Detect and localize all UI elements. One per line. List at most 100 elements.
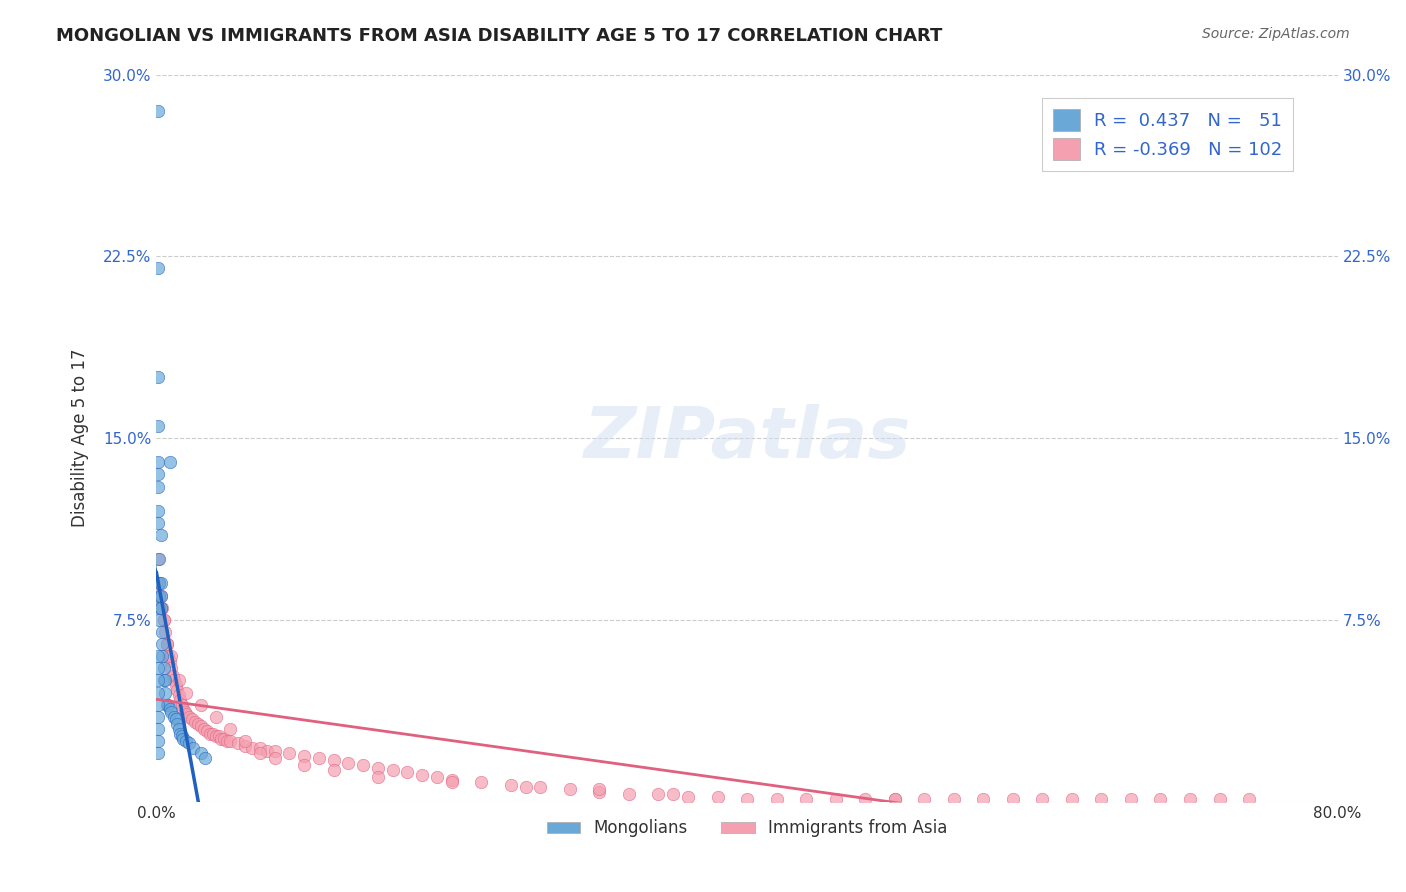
Point [292,748,315,763]
Point [322,763,344,777]
Point [167,688,190,702]
Point [190,719,212,733]
Point [167,722,190,736]
Point [207,729,229,743]
Point [152,637,174,651]
Point [159,654,181,668]
Point [470,775,492,789]
Point [308,751,330,765]
Point [233,734,256,748]
Point [146,698,169,712]
Point [263,744,285,758]
Point [156,637,179,651]
Point [1208,792,1230,806]
Point [163,710,186,724]
Point [194,751,217,765]
Point [156,698,179,712]
Point [146,261,169,276]
Point [853,792,876,806]
Point [146,746,169,760]
Point [177,710,200,724]
Point [152,624,174,639]
Point [278,746,301,760]
Point [157,649,180,664]
Point [146,552,169,566]
Point [440,772,463,787]
Point [187,717,209,731]
Point [146,710,169,724]
Point [149,528,172,542]
Point [166,683,188,698]
Point [146,649,169,664]
Point [942,792,965,806]
Point [242,741,264,756]
Point [155,685,177,699]
Point [148,589,170,603]
Point [146,576,169,591]
Point [972,792,994,806]
Point [214,731,236,746]
Point [146,722,169,736]
Point [263,751,285,765]
Point [662,787,685,801]
Point [181,712,204,726]
Point [166,717,188,731]
Point [1178,792,1201,806]
Point [1237,792,1260,806]
Text: Source: ZipAtlas.com: Source: ZipAtlas.com [1202,27,1350,41]
Point [226,736,249,750]
Point [824,792,846,806]
Point [184,714,207,729]
Point [233,739,256,753]
Point [148,576,170,591]
Text: MONGOLIAN VS IMMIGRANTS FROM ASIA DISABILITY AGE 5 TO 17 CORRELATION CHART: MONGOLIAN VS IMMIGRANTS FROM ASIA DISABI… [56,27,942,45]
Point [249,746,271,760]
Point [529,780,551,794]
Point [148,600,170,615]
Point [367,770,389,784]
Point [204,729,226,743]
Point [352,758,374,772]
Point [883,792,905,806]
Point [146,455,169,469]
Point [190,698,212,712]
Point [201,727,224,741]
Point [152,600,174,615]
Point [160,649,183,664]
Point [337,756,360,770]
Point [172,731,194,746]
Point [219,734,242,748]
Point [146,103,169,118]
Point [1001,792,1024,806]
Point [172,702,194,716]
Point [426,770,449,784]
Point [149,600,172,615]
Point [155,624,177,639]
Point [195,724,218,739]
Point [249,741,271,756]
Point [165,678,187,692]
Point [173,705,195,719]
Point [153,673,176,688]
Point [174,707,197,722]
Point [148,589,170,603]
Point [190,746,212,760]
Point [148,552,170,566]
Point [211,731,233,746]
Legend: Mongolians, Immigrants from Asia: Mongolians, Immigrants from Asia [540,813,953,844]
Point [217,734,239,748]
Point [292,758,315,772]
Point [1119,792,1142,806]
Point [794,792,817,806]
Point [193,722,215,736]
Point [1149,792,1171,806]
Point [169,693,191,707]
Y-axis label: Disability Age 5 to 17: Disability Age 5 to 17 [72,349,89,527]
Point [163,673,186,688]
Point [149,589,172,603]
Point [159,702,181,716]
Point [153,661,176,675]
Point [169,727,191,741]
Point [146,479,169,493]
Point [647,787,669,801]
